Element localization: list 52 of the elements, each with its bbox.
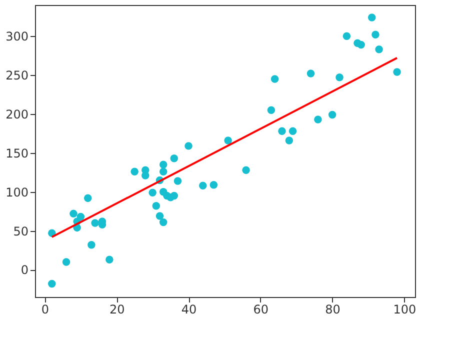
x-tick-label: 80 [325, 302, 340, 316]
point [170, 192, 178, 200]
point [88, 240, 96, 249]
point [278, 127, 286, 136]
point [152, 202, 160, 210]
point [336, 74, 344, 82]
point [159, 168, 168, 176]
point [91, 219, 99, 227]
point [130, 168, 138, 176]
point [270, 75, 279, 83]
point [288, 127, 297, 136]
point [393, 68, 401, 76]
y-tick-label: 250 [6, 68, 28, 83]
point [285, 136, 294, 144]
point [148, 188, 156, 197]
y-tick-label: 150 [6, 146, 28, 160]
point [70, 210, 78, 218]
point [84, 194, 92, 202]
y-tick-label: 100 [6, 185, 28, 200]
x-tick-label: 40 [181, 302, 197, 316]
point [159, 218, 168, 226]
point [210, 181, 218, 189]
point [159, 160, 168, 168]
point [368, 14, 376, 22]
point [314, 116, 322, 124]
point [372, 30, 380, 38]
point [76, 212, 85, 221]
point [62, 258, 70, 266]
point [184, 142, 192, 150]
x-tick-label: 0 [41, 302, 50, 316]
point [342, 32, 351, 40]
point [174, 177, 182, 185]
x-tick-label: 100 [393, 302, 416, 316]
point [375, 46, 383, 54]
point [328, 110, 336, 119]
x-tick-label: 60 [253, 302, 269, 316]
y-tick-label: 300 [6, 30, 28, 44]
point [156, 212, 164, 220]
point [199, 182, 207, 190]
point [48, 280, 56, 288]
point [224, 136, 232, 144]
y-tick-label: 0 [20, 263, 28, 278]
y-tick-label: 200 [6, 108, 28, 122]
point [106, 256, 114, 264]
point [242, 166, 250, 174]
point [170, 154, 178, 162]
x-tick-label: 20 [109, 302, 125, 316]
point [357, 40, 365, 49]
point [267, 106, 276, 114]
point [306, 70, 315, 78]
point [141, 172, 150, 180]
y-tick-label: 50 [13, 224, 28, 238]
